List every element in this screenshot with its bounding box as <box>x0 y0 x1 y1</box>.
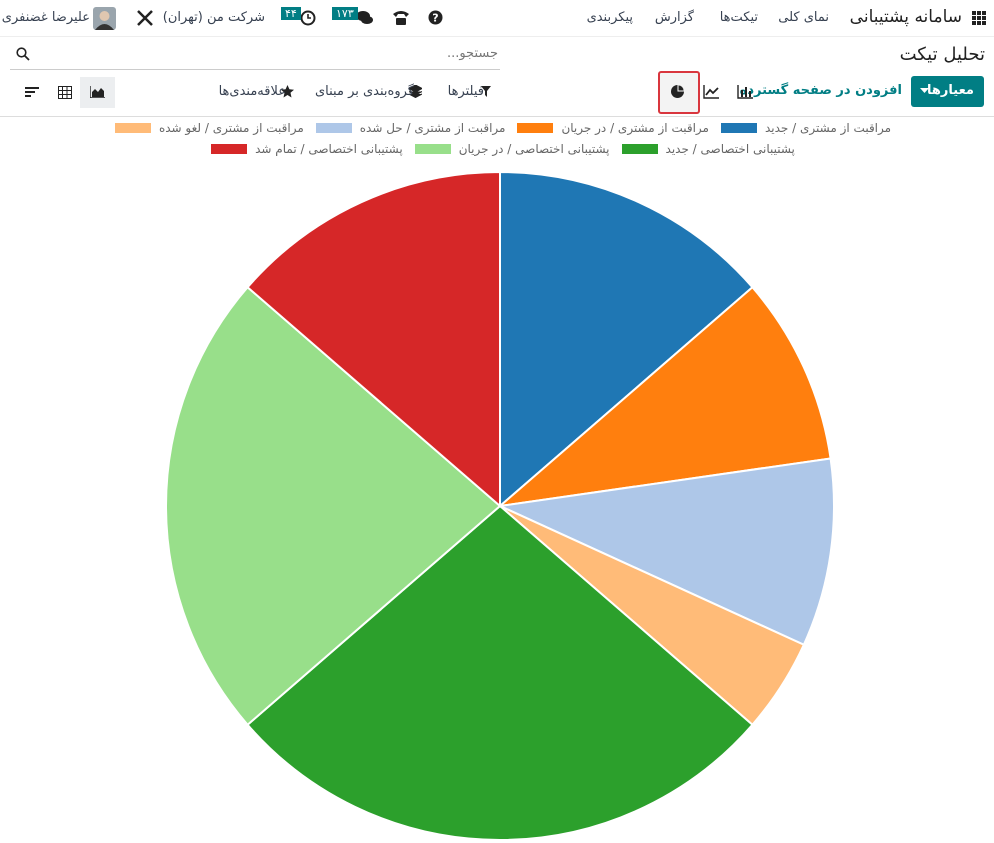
menu-item[interactable]: پیکربندی <box>586 10 633 25</box>
legend: مراقبت از مشتری / جدید مراقبت از مشتری / … <box>30 121 964 156</box>
clock-icon[interactable] <box>300 10 316 26</box>
pie-slice <box>499 170 754 509</box>
legend-swatch <box>718 121 759 135</box>
pie-slice <box>165 285 502 727</box>
pie-slice <box>496 457 835 647</box>
group-by-menu[interactable]: گروه‌بندی بر مبنای <box>315 84 414 99</box>
filter-icon <box>481 86 491 97</box>
legend-label: پشتیبانی اختصاصی / جدید <box>665 142 795 156</box>
measures-label: معیارها <box>927 83 974 98</box>
legend-item[interactable]: پشتیبانی اختصاصی / جدید <box>619 142 795 156</box>
legend-item[interactable]: مراقبت از مشتری / لغو شده <box>112 121 304 135</box>
legend-label: مراقبت از مشتری / در جریان <box>561 121 709 135</box>
pie-slice <box>496 285 832 508</box>
bar-chart-button[interactable] <box>737 85 753 99</box>
apps-icon[interactable] <box>972 11 986 25</box>
star-icon <box>281 85 294 98</box>
legend-label: مراقبت از مشتری / جدید <box>764 121 892 135</box>
chat-icon[interactable] <box>356 10 373 25</box>
search-bar[interactable] <box>10 43 500 70</box>
company-switcher[interactable]: شرکت من (تهران) <box>162 10 265 25</box>
svg-text:?: ? <box>432 12 438 25</box>
top-nav <box>0 0 994 37</box>
line-chart-button[interactable] <box>703 85 719 99</box>
pie-chart <box>165 170 835 841</box>
menu-item[interactable]: گزارش <box>654 10 694 25</box>
phone-icon[interactable] <box>392 9 410 26</box>
legend-item[interactable]: مراقبت از مشتری / جدید <box>718 121 892 135</box>
list-view-button[interactable] <box>25 87 39 99</box>
graph-view-button[interactable] <box>90 86 105 98</box>
pie-slice <box>246 504 754 841</box>
favorites-menu[interactable]: علاقه‌مندی‌ها <box>218 84 286 99</box>
activities-badge: ۴۴ <box>281 7 301 20</box>
legend-swatch <box>515 121 556 135</box>
search-placeholder: جستجو... <box>446 46 498 61</box>
legend-swatch <box>619 142 660 156</box>
user-name[interactable]: علیرضا غضنفری <box>1 10 90 25</box>
page-title: تحلیل تیکت <box>899 44 985 65</box>
legend-item[interactable]: مراقبت از مشتری / در جریان <box>515 121 709 135</box>
caret <box>920 88 929 93</box>
legend-label: پشتیبانی اختصاصی / در جریان <box>458 142 610 156</box>
debug-icon[interactable] <box>136 9 154 27</box>
filters-menu[interactable]: فیلترها <box>447 84 484 99</box>
legend-item[interactable]: پشتیبانی اختصاصی / تمام شد <box>209 142 403 156</box>
legend-swatch <box>112 121 153 135</box>
menu-item[interactable]: تیکت‌ها <box>719 10 758 25</box>
legend-label: مراقبت از مشتری / لغو شده <box>158 121 304 135</box>
legend-item[interactable]: مراقبت از مشتری / حل شده <box>313 121 506 135</box>
pie-slice <box>246 170 501 509</box>
legend-item[interactable]: پشتیبانی اختصاصی / در جریان <box>412 142 610 156</box>
app-title[interactable]: سامانه پشتیبانی <box>849 7 962 27</box>
pie-icon <box>671 85 684 98</box>
legend-swatch <box>412 142 453 156</box>
search-icon[interactable] <box>16 47 30 61</box>
help-icon[interactable]: ? <box>428 10 443 25</box>
avatar[interactable] <box>93 7 116 30</box>
insert-spreadsheet[interactable]: افزودن در صفحه گسترده <box>739 83 902 98</box>
pivot-view-button[interactable] <box>58 86 72 99</box>
layers-icon <box>409 85 422 98</box>
legend-swatch <box>209 142 250 156</box>
legend-label: پشتیبانی اختصاصی / تمام شد <box>255 142 403 156</box>
legend-label: مراقبت از مشتری / حل شده <box>359 121 506 135</box>
messages-badge: ۱۷۳ <box>332 7 358 20</box>
legend-swatch <box>313 121 354 135</box>
menu-item[interactable]: نمای کلی <box>778 10 829 25</box>
separator <box>0 116 994 117</box>
